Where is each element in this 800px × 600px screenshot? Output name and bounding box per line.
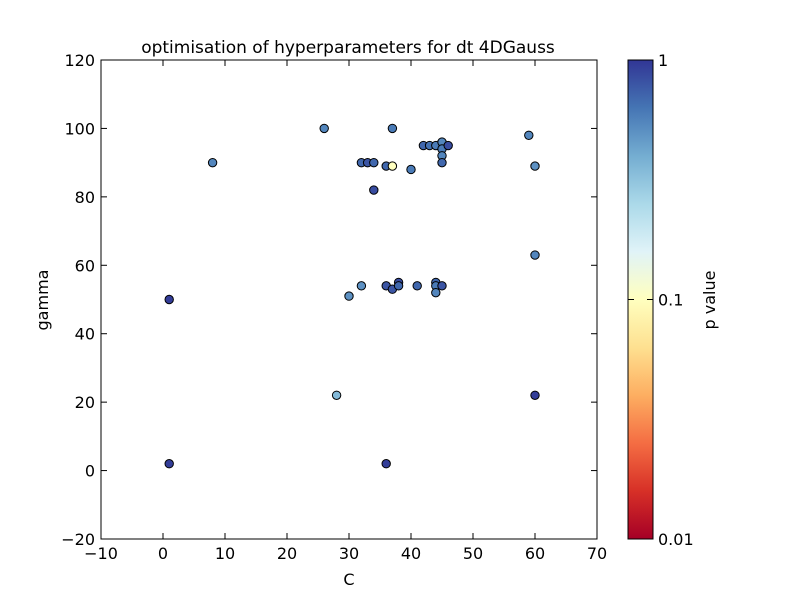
x-tick-label: 20 xyxy=(277,544,297,563)
colorbar-tick-label: 0.1 xyxy=(658,291,683,310)
data-point-26 xyxy=(431,287,441,298)
data-point-32 xyxy=(443,140,453,151)
y-tick-label: 0 xyxy=(85,462,95,481)
y-tick-label: 80 xyxy=(75,188,95,207)
data-point-30 xyxy=(437,157,447,168)
data-point-20 xyxy=(412,281,422,291)
y-tick-label: 40 xyxy=(75,325,95,344)
x-tick-label: −10 xyxy=(84,544,118,563)
y-tick-label: 100 xyxy=(64,119,95,138)
x-axis-ticks: −10 0 10 20 30 40 50 60 70 xyxy=(84,60,607,563)
x-tick-label: 60 xyxy=(525,544,545,563)
data-point-34 xyxy=(530,161,540,171)
y-tick-label: −20 xyxy=(61,530,95,549)
data-point-4 xyxy=(331,390,342,400)
data-point-15 xyxy=(387,161,398,171)
data-point-14 xyxy=(387,123,398,134)
x-tick-label: 70 xyxy=(587,544,607,563)
data-point-19 xyxy=(406,164,416,175)
y-tick-label: 60 xyxy=(75,256,95,275)
y-tick-label: 20 xyxy=(75,393,95,412)
colorbar-tick-label: 0.01 xyxy=(658,530,694,549)
data-point-35 xyxy=(530,250,540,260)
x-tick-label: 50 xyxy=(463,544,483,563)
colorbar-ticks: 0.01 0.1 1 xyxy=(628,51,694,549)
x-axis-label: C xyxy=(343,570,354,589)
data-point-2 xyxy=(207,157,218,168)
colorbar-tick-label: 1 xyxy=(658,51,668,70)
data-point-5 xyxy=(344,291,354,301)
data-point-10 xyxy=(369,185,379,195)
y-tick-label: 120 xyxy=(64,51,95,70)
plot-frame xyxy=(100,59,598,540)
data-point-9 xyxy=(369,157,379,168)
data-point-3 xyxy=(319,123,329,134)
points-layer xyxy=(164,123,540,469)
data-point-1 xyxy=(164,294,174,305)
x-tick-label: 0 xyxy=(158,544,168,563)
data-point-31 xyxy=(437,281,447,291)
chart-title: optimisation of hyperparameters for dt 4… xyxy=(141,38,555,58)
x-tick-label: 10 xyxy=(215,544,235,563)
colorbar-label: p value xyxy=(700,271,719,330)
y-axis-label: gamma xyxy=(33,270,52,331)
data-point-0 xyxy=(164,459,174,469)
x-tick-label: 30 xyxy=(339,544,359,563)
y-axis-ticks: −20 0 20 40 60 80 100 120 xyxy=(61,51,597,549)
data-point-36 xyxy=(530,390,540,400)
data-point-13 xyxy=(381,459,391,469)
x-tick-label: 40 xyxy=(401,544,421,563)
data-point-18 xyxy=(393,281,404,291)
data-point-7 xyxy=(356,281,367,291)
data-point-33 xyxy=(524,130,534,140)
